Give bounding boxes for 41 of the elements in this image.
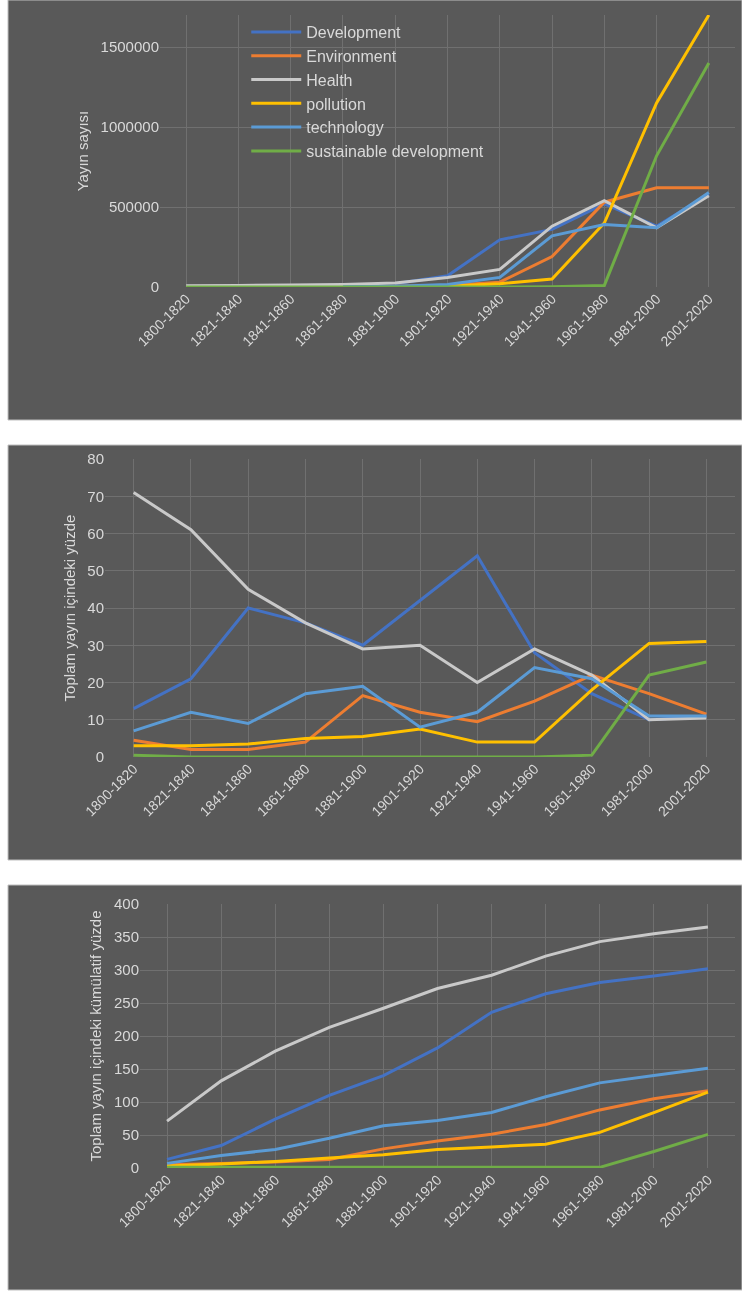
y-tick-label: 1000000 — [100, 118, 159, 136]
y-tick-label: 250 — [113, 994, 139, 1012]
y-tick-label: 60 — [87, 524, 104, 542]
line-series — [132, 673, 708, 752]
line-series — [132, 666, 708, 733]
line-series — [132, 640, 708, 748]
line-series — [132, 660, 708, 757]
y-tick-label: 50 — [122, 1126, 139, 1144]
y-tick-label: 1500000 — [100, 38, 159, 56]
legend-label: Environment — [306, 47, 397, 65]
y-axis-title: Toplam yayın içindeki yüzde — [60, 514, 78, 702]
y-tick-label: 0 — [150, 278, 159, 296]
line-series — [165, 925, 710, 1123]
legend-label: technology — [306, 119, 384, 137]
y-tick-label: 70 — [87, 487, 104, 505]
legend-label: Development — [306, 24, 402, 42]
legend-label: sustainable development — [306, 143, 484, 161]
y-tick-label: 40 — [87, 599, 104, 617]
y-tick-label: 80 — [87, 450, 104, 468]
line-series — [184, 194, 711, 287]
line-series — [132, 491, 708, 722]
y-tick-label: 0 — [130, 1159, 139, 1177]
y-tick-label: 100 — [113, 1093, 139, 1111]
line-series — [165, 967, 710, 1161]
legend-label: Health — [306, 71, 353, 89]
legend-label: pollution — [306, 95, 366, 113]
line-series — [165, 1066, 710, 1165]
y-tick-label: 150 — [113, 1060, 139, 1078]
y-axis-title: Yayın sayısı — [73, 110, 91, 192]
y-tick-label: 0 — [95, 748, 104, 766]
y-tick-label: 20 — [87, 673, 104, 691]
line-series — [184, 61, 711, 287]
y-tick-label: 50 — [87, 562, 104, 579]
y-tick-label: 500000 — [108, 198, 159, 216]
y-tick-label: 400 — [113, 895, 139, 913]
y-tick-label: 10 — [87, 711, 104, 728]
y-tick-label: 350 — [113, 928, 139, 946]
y-tick-label: 200 — [113, 1027, 139, 1045]
y-axis-title: Toplam yayın içindeki kümülatif yüzde — [87, 910, 105, 1162]
y-tick-label: 30 — [87, 636, 104, 654]
y-tick-label: 300 — [113, 961, 139, 979]
